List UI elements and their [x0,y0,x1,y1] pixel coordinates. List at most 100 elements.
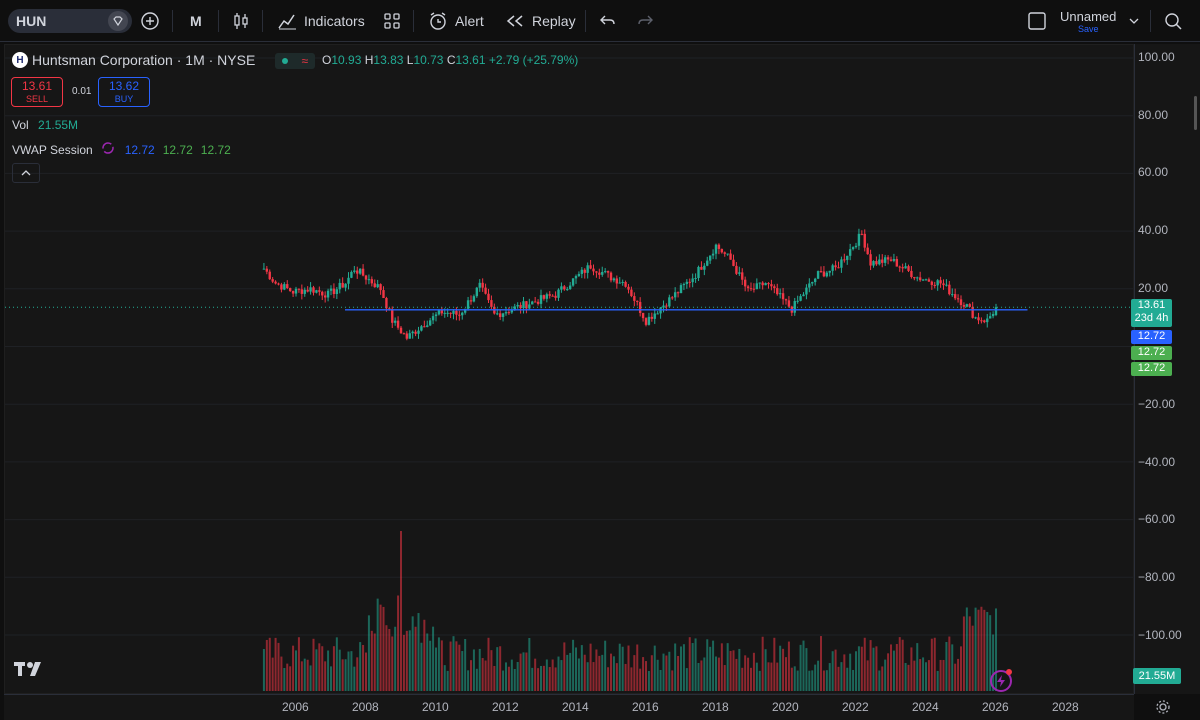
vwap-value: 12.72 [124,142,155,157]
volume-bar [274,637,277,691]
volume-bar [531,667,534,691]
volume-bar [315,649,318,691]
price-label: −20.00 [1138,397,1176,411]
volume-bar [391,636,394,691]
save-link[interactable]: Save [1078,24,1099,34]
candle-body [481,282,484,288]
chevron-down-icon[interactable] [1129,0,1139,42]
volume-bar [656,659,659,691]
alert-button[interactable]: Alert [428,0,484,42]
volume-bar [936,670,939,691]
redo-icon[interactable] [637,0,653,42]
scrollbar[interactable] [1194,96,1197,130]
close-value: 13.61 [455,53,486,67]
volume-bar [402,634,405,691]
volume-bar [770,662,773,691]
volume-bar [467,670,470,691]
candle-body [408,333,411,339]
time-axis[interactable] [4,694,1134,720]
candle-body [402,333,406,335]
candle-body [802,294,805,297]
replay-button[interactable]: Replay [506,0,576,42]
volume-tag: 21.55M [1133,668,1181,684]
candle-body [551,295,554,297]
indicators-button[interactable]: Indicators [277,0,365,42]
layout-checkbox-icon[interactable] [1028,0,1046,42]
sell-button[interactable]: 13.61 SELL [11,77,63,107]
symbol-title[interactable]: Huntsman Corporation · 1M · NYSE [32,52,256,68]
interval-button[interactable]: M [190,13,202,29]
quick-search-icon[interactable] [1163,0,1183,42]
candle-body [671,297,674,299]
volume-bar [752,652,755,691]
candle-body [796,300,799,302]
candle-body [636,300,639,302]
candle-body [924,279,928,281]
candles-icon[interactable] [232,0,250,42]
settings-gear-icon[interactable] [1156,700,1170,717]
volume-bar [481,658,484,691]
candle-body [370,279,374,284]
chart-canvas[interactable] [5,45,1133,693]
candle-body [650,316,654,319]
candle-body [615,278,619,284]
tradingview-logo-icon[interactable] [13,660,45,681]
candle-body [904,266,907,269]
volume-bar [461,651,464,691]
candle-body [638,301,642,313]
candle-body [268,271,271,280]
volume-bar [580,645,583,691]
chart-pane[interactable] [4,44,1134,694]
volume-bar [455,641,458,691]
collapse-legend-button[interactable] [12,163,40,183]
candle-body [490,300,493,307]
market-status-badge[interactable]: ≈ [275,53,315,69]
symbol-search[interactable]: HUN [8,9,132,33]
compare-add-icon[interactable] [140,0,160,42]
candle-body [367,279,371,281]
volume-bar [682,644,685,691]
volume-bar [548,667,551,691]
layout-name[interactable]: Unnamed [1060,9,1117,24]
volume-bar [563,642,566,691]
open-value: 10.93 [331,53,362,67]
candle-body [300,289,304,294]
volume-bar [647,670,650,691]
volume-bar [712,640,715,691]
candle-body [297,288,301,290]
price-label: −100.00 [1138,628,1182,642]
volume-bar [607,667,610,691]
candle-body [986,318,989,323]
layouts-icon[interactable] [383,0,401,42]
volume-legend[interactable]: Vol 21.55M [12,118,78,132]
candle-body [262,268,266,270]
buy-button[interactable]: 13.62 BUY [98,77,150,107]
vwap-legend[interactable]: VWAP Session 12.72 12.72 12.72 [12,141,231,158]
candle-body [679,285,683,294]
volume-bar [426,633,429,691]
volume-bar [694,638,697,691]
undo-icon[interactable] [600,0,616,42]
candle-body [601,271,604,275]
volume-bar [881,666,884,691]
volume-bar [586,662,589,691]
volume-bar [513,669,516,691]
volume-bar [338,649,341,691]
lightning-icon[interactable] [990,669,1012,692]
diamond-icon[interactable] [108,11,128,31]
candle-body [574,276,578,279]
candle-body [910,270,913,278]
time-label: 2006 [282,700,309,714]
left-edge [0,42,4,720]
candle-body [294,288,298,294]
volume-bar [321,646,324,691]
volume-bar [411,616,414,691]
candle-body [288,288,292,292]
volume-bar [516,662,519,691]
candle-body [633,296,636,301]
candle-body [350,271,353,278]
candle-body [787,300,791,307]
candle-body [927,279,931,282]
volume-bar [330,666,332,691]
buy-price: 13.62 [108,79,140,93]
